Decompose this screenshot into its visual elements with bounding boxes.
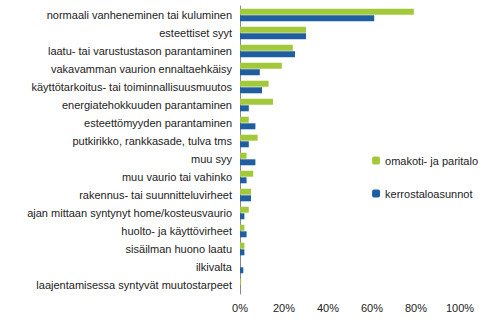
svg-text:100%: 100%	[446, 302, 474, 314]
svg-text:esteettömyyden parantaminen: esteettömyyden parantaminen	[84, 117, 232, 129]
svg-text:ajan mittaan syntynyt home/kos: ajan mittaan syntynyt home/kosteusvaurio	[27, 207, 232, 219]
svg-text:20%: 20%	[273, 302, 295, 314]
svg-text:ilkivalta: ilkivalta	[196, 261, 233, 273]
svg-text:käyttötarkoitus- tai toiminnal: käyttötarkoitus- tai toiminnallisuusmuut…	[31, 81, 232, 93]
svg-text:0%: 0%	[232, 302, 248, 314]
svg-text:kerrostaloasunnot: kerrostaloasunnot	[385, 188, 472, 200]
svg-text:energiatehokkuuden parantamine: energiatehokkuuden parantaminen	[62, 99, 232, 111]
svg-text:muu syy: muu syy	[191, 153, 232, 165]
svg-text:vakavamman vaurion ennaltaehkä: vakavamman vaurion ennaltaehkäisy	[51, 63, 232, 75]
svg-text:normaali vanheneminen tai kulu: normaali vanheneminen tai kuluminen	[47, 9, 232, 21]
svg-text:80%: 80%	[405, 302, 427, 314]
svg-text:huolto- ja käyttövirheet: huolto- ja käyttövirheet	[121, 225, 232, 237]
svg-text:40%: 40%	[317, 302, 339, 314]
svg-text:60%: 60%	[361, 302, 383, 314]
svg-text:muu vaurio tai vahinko: muu vaurio tai vahinko	[122, 171, 232, 183]
svg-text:sisäilman huono laatu: sisäilman huono laatu	[126, 243, 232, 255]
svg-text:omakoti- ja paritalo: omakoti- ja paritalo	[385, 155, 478, 167]
svg-text:laajentamisessa syntyvät muuto: laajentamisessa syntyvät muutostarpeet	[36, 279, 232, 291]
svg-text:rakennus- tai suunnitteluvirhe: rakennus- tai suunnitteluvirheet	[79, 189, 232, 201]
svg-text:putkirikko, rankkasade, tulva: putkirikko, rankkasade, tulva tms	[72, 135, 232, 147]
svg-text:laatu- tai varustustason paran: laatu- tai varustustason parantaminen	[48, 45, 232, 57]
svg-text:esteettiset syyt: esteettiset syyt	[159, 27, 232, 39]
